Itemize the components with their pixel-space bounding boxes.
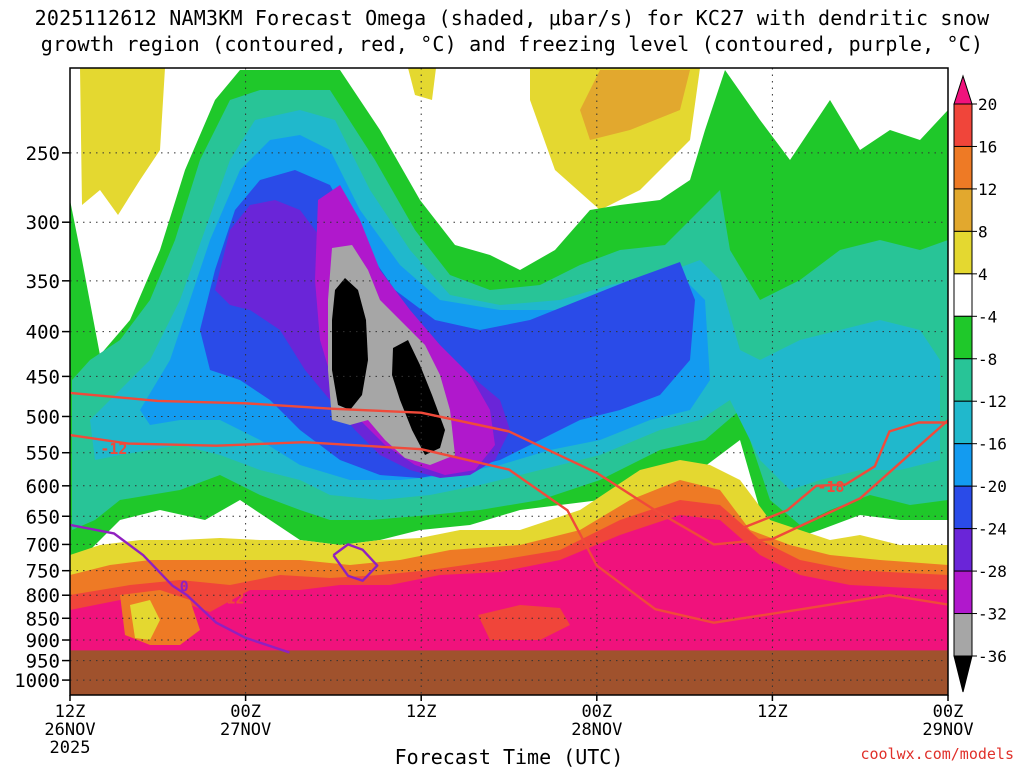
contour-line: [70, 433, 948, 624]
y-axis: 2503003504004505005506006507007508008509…: [14, 143, 70, 692]
contour-line: [742, 421, 948, 529]
y-tick-label: 850: [26, 608, 60, 630]
pink-band-low: [70, 515, 948, 695]
x-tick-label: 27NOV: [220, 720, 271, 740]
colorbar-arrow-top: [953, 74, 973, 105]
yellow-patch-low: [130, 600, 160, 640]
black-region-2: [392, 340, 445, 455]
contour-label: 0: [180, 578, 189, 596]
colorbar-label: -24: [978, 520, 1007, 539]
colorbar-label: -32: [978, 605, 1007, 624]
contour-lines: -12 -12 -18 0: [70, 391, 948, 654]
y-tick-label: 350: [26, 271, 60, 293]
x-tick-label: 2025: [50, 738, 91, 758]
plot-frame: [69, 67, 949, 696]
colorbar-label: -16: [978, 435, 1007, 454]
x-tick-label: 12Z: [406, 702, 437, 722]
y-tick-label: 950: [26, 651, 60, 673]
contour-line: [332, 543, 379, 582]
y-tick-label: 650: [26, 506, 60, 528]
colorbar-swatch: [953, 188, 973, 232]
grid-lines: [70, 68, 948, 695]
black-region: [332, 278, 368, 410]
x-tick-label: 12Z: [757, 702, 788, 722]
colorbar-swatch: [953, 315, 973, 360]
chart-title-line2: growth region (contoured, red, °C) and f…: [40, 32, 984, 56]
omega-shading: [70, 68, 948, 695]
colorbar-label: -36: [978, 647, 1007, 666]
x-tick-label: 00Z: [230, 702, 261, 722]
colorbar-swatch: [953, 613, 973, 657]
colorbar-swatch: [953, 145, 973, 190]
colorbar: 20 16 12 8 4 -4 -8 -12 -16 -20 -24 -28 -32 -36: [953, 74, 1007, 693]
x-tick-label: 00Z: [581, 702, 612, 722]
y-tick-label: 450: [26, 366, 60, 388]
x-tick-label: 12Z: [55, 702, 86, 722]
colorbar-swatch: [953, 103, 973, 147]
x-tick-label: 26NOV: [44, 720, 95, 740]
y-tick-label: 700: [26, 534, 60, 556]
y-tick-label: 600: [26, 476, 60, 498]
yellow-region-small: [408, 68, 436, 100]
y-tick-label: 250: [26, 143, 60, 165]
colorbar-label: -28: [978, 562, 1007, 581]
y-tick-label: 1000: [14, 670, 60, 692]
colorbar-swatch: [953, 528, 973, 572]
colorbar-label: 8: [978, 222, 988, 241]
red-patch-low: [478, 605, 570, 640]
chart-title-line1: 2025112612 NAM3KM Forecast Omega (shaded…: [34, 6, 990, 30]
x-tick-label: 29NOV: [922, 720, 973, 740]
colorbar-label: -4: [978, 307, 997, 326]
colorbar-label: 4: [978, 265, 988, 284]
credit-text: coolwx.com/models: [860, 745, 1014, 763]
colorbar-label: -12: [978, 392, 1007, 411]
y-tick-label: 900: [26, 630, 60, 652]
colorbar-label: 12: [978, 180, 997, 199]
colorbar-swatch: [953, 570, 973, 615]
x-tick-label: 28NOV: [571, 720, 622, 740]
colorbar-arrow-bottom: [953, 655, 973, 693]
colorbar-swatch: [953, 358, 973, 402]
colorbar-swatch: [953, 273, 973, 317]
contour-line: [70, 391, 948, 546]
y-tick-label: 800: [26, 585, 60, 607]
colorbar-label: 16: [978, 137, 997, 156]
contour-label: -18: [817, 478, 844, 496]
colorbar-swatch: [953, 400, 973, 445]
y-tick-label: 300: [26, 212, 60, 234]
ground-fill: [70, 650, 948, 695]
colorbar-swatch: [953, 443, 973, 487]
y-tick-label: 550: [26, 443, 60, 465]
y-tick-label: 500: [26, 406, 60, 428]
colorbar-label: -8: [978, 350, 997, 369]
contour-label: -12: [100, 440, 127, 458]
yellow-region-top-left: [80, 68, 165, 215]
colorbar-label: 20: [978, 95, 997, 114]
x-axis-label: Forecast Time (UTC): [395, 745, 624, 768]
colorbar-swatch: [953, 485, 973, 530]
y-tick-label: 400: [26, 322, 60, 344]
contour-label: -12: [217, 590, 244, 608]
y-tick-label: 750: [26, 561, 60, 583]
colorbar-swatch: [953, 230, 973, 275]
contour-line: [70, 523, 290, 654]
colorbar-label: -20: [978, 477, 1007, 496]
orange-region-top: [580, 70, 690, 140]
x-tick-label: 00Z: [933, 702, 964, 722]
